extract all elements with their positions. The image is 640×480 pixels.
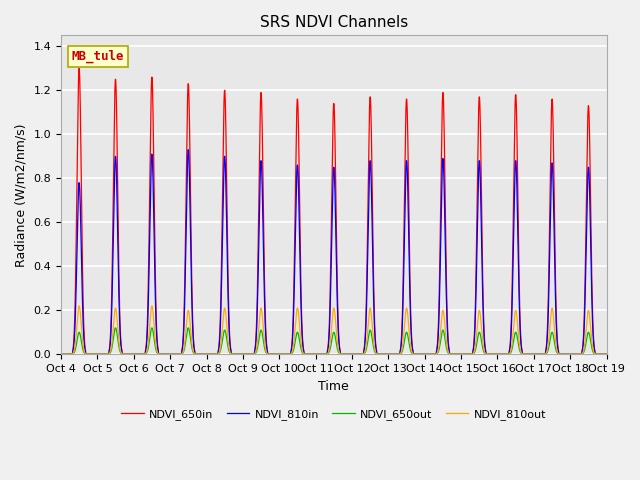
NDVI_810in [152,306,159,312]
NDVI_650in [267,351,275,357]
NDVI_650out [120,351,127,357]
NDVI_650out [592,351,600,357]
NDVI_810in [267,351,275,357]
Y-axis label: Radiance (W/m2/nm/s): Radiance (W/m2/nm/s) [15,123,28,266]
NDVI_650out [152,346,159,352]
NDVI_810out [267,351,275,357]
NDVI_650in [290,275,298,280]
NDVI_650out [57,351,65,357]
NDVI_810out [592,351,600,357]
Title: SRS NDVI Channels: SRS NDVI Channels [260,15,408,30]
NDVI_810in [592,351,600,357]
Line: NDVI_810out: NDVI_810out [61,306,607,354]
NDVI_650in [152,297,159,302]
NDVI_810out [290,337,298,343]
NDVI_810out [76,303,83,309]
NDVI_810in [120,351,127,357]
NDVI_650out [533,351,541,357]
NDVI_650in [76,65,83,71]
NDVI_810out [152,342,159,348]
NDVI_810in [603,351,611,357]
NDVI_650in [592,351,600,357]
NDVI_650in [57,351,65,357]
NDVI_810out [533,351,541,357]
NDVI_650in [120,351,127,357]
NDVI_810in [290,294,298,300]
NDVI_810in [57,351,65,357]
NDVI_810out [603,351,611,357]
NDVI_650out [267,351,275,357]
NDVI_650out [290,345,298,350]
NDVI_810out [57,351,65,357]
Text: MB_tule: MB_tule [72,50,124,63]
NDVI_650out [112,325,120,331]
Legend: NDVI_650in, NDVI_810in, NDVI_650out, NDVI_810out: NDVI_650in, NDVI_810in, NDVI_650out, NDV… [117,405,550,424]
NDVI_650in [603,351,611,357]
NDVI_810out [120,351,127,357]
Line: NDVI_650out: NDVI_650out [61,328,607,354]
NDVI_810in [184,147,192,153]
NDVI_810in [533,351,541,357]
X-axis label: Time: Time [319,380,349,393]
Line: NDVI_650in: NDVI_650in [61,68,607,354]
Line: NDVI_810in: NDVI_810in [61,150,607,354]
NDVI_650in [533,351,541,357]
NDVI_650out [603,351,611,357]
